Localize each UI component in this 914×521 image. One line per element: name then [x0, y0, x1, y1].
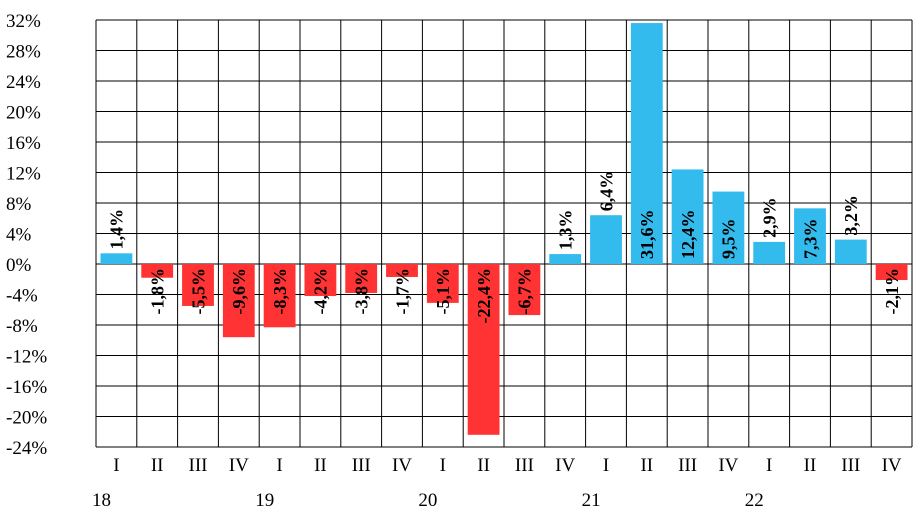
x-tick-label: III	[841, 455, 860, 476]
data-label: -1,8%	[147, 268, 167, 315]
y-tick-label: 8%	[6, 194, 32, 215]
data-label: 12,4%	[678, 210, 698, 260]
year-label: 22	[745, 490, 764, 511]
data-label: -4,2%	[311, 268, 331, 315]
x-axis-tick-labels: I II III IV I II III IV I II III IV I II III IV I II III IV	[113, 455, 902, 476]
y-tick-label: 16%	[6, 133, 41, 154]
y-tick-label: 0%	[6, 255, 32, 276]
x-tick-label: II	[640, 455, 653, 476]
data-label: 2,9%	[760, 197, 780, 238]
bar	[875, 264, 908, 281]
y-tick-label: 28%	[6, 42, 41, 63]
data-label: -9,6%	[229, 268, 249, 315]
y-tick-label: 4%	[6, 225, 32, 246]
x-tick-label: III	[678, 455, 697, 476]
data-label: -5,1%	[433, 268, 453, 315]
data-label: 3,2%	[841, 195, 861, 236]
x-tick-label: IV	[718, 455, 738, 476]
x-tick-label: III	[189, 455, 208, 476]
x-tick-label: II	[151, 455, 164, 476]
y-tick-label: 12%	[6, 164, 41, 185]
grid	[95, 19, 913, 448]
year-labels: 18 19 20 21 22	[92, 490, 764, 511]
y-tick-label: -16%	[6, 377, 47, 398]
bar	[141, 264, 174, 278]
data-label: 9,5%	[719, 219, 739, 260]
bar	[345, 264, 378, 293]
data-label: 6,4%	[596, 171, 616, 212]
data-label: -6,7%	[515, 268, 535, 315]
bar	[182, 264, 214, 306]
x-tick-label: I	[603, 455, 609, 476]
data-label: 1,4%	[107, 209, 127, 249]
y-tick-label: -24%	[6, 438, 47, 459]
bar	[549, 254, 582, 264]
x-tick-label: IV	[229, 455, 249, 476]
x-tick-label: IV	[555, 455, 575, 476]
x-tick-label: I	[766, 455, 772, 476]
bar	[794, 208, 826, 264]
y-tick-label: -12%	[6, 347, 47, 368]
bar	[590, 215, 622, 264]
x-tick-label: I	[113, 455, 119, 476]
x-tick-label: III	[352, 455, 371, 476]
data-label: -1,7%	[392, 268, 412, 315]
year-label: 20	[418, 490, 437, 511]
x-tick-label: I	[440, 455, 446, 476]
bar	[386, 264, 418, 277]
x-tick-label: I	[276, 455, 282, 476]
y-axis-tick-labels: 32% 28% 24% 20% 16% 12% 8% 4% 0% -4% -8% -12% -16% -2…	[6, 11, 47, 459]
data-label: -2,1%	[882, 268, 902, 315]
bar	[508, 264, 541, 316]
data-label: -22,4%	[474, 268, 494, 324]
data-labels: 1,4% -1,8% -5,5% -9,6% -8,3% -4,2% -3,8% -1,7% -…	[107, 171, 902, 324]
bar	[671, 169, 704, 264]
bar	[263, 264, 296, 328]
bar	[630, 23, 663, 264]
data-label: 1,3%	[556, 210, 576, 251]
x-tick-label: IV	[392, 455, 412, 476]
y-tick-label: -20%	[6, 408, 47, 429]
year-label: 19	[255, 490, 274, 511]
x-tick-label: II	[314, 455, 327, 476]
bar	[467, 264, 500, 435]
year-label: 21	[582, 490, 601, 511]
x-tick-label: II	[477, 455, 490, 476]
data-label: 31,6%	[637, 210, 657, 260]
y-tick-label: 20%	[6, 103, 41, 124]
y-tick-label: -4%	[6, 286, 38, 307]
y-tick-label: 24%	[6, 72, 41, 93]
bar	[100, 253, 133, 264]
bar	[222, 264, 255, 338]
bar	[426, 264, 459, 303]
bar	[712, 191, 745, 264]
data-label: -5,5%	[188, 268, 208, 315]
x-tick-label: II	[804, 455, 817, 476]
bar	[753, 241, 786, 264]
data-label: -3,8%	[352, 268, 372, 315]
x-tick-label: III	[515, 455, 534, 476]
data-label: -8,3%	[270, 268, 290, 315]
y-tick-label: 32%	[6, 11, 41, 32]
y-tick-label: -8%	[6, 316, 38, 337]
data-label: 7,3%	[800, 219, 820, 260]
bar	[304, 264, 337, 297]
year-label: 18	[92, 490, 111, 511]
bars	[100, 23, 908, 435]
bar	[834, 239, 867, 264]
x-tick-label: IV	[882, 455, 902, 476]
